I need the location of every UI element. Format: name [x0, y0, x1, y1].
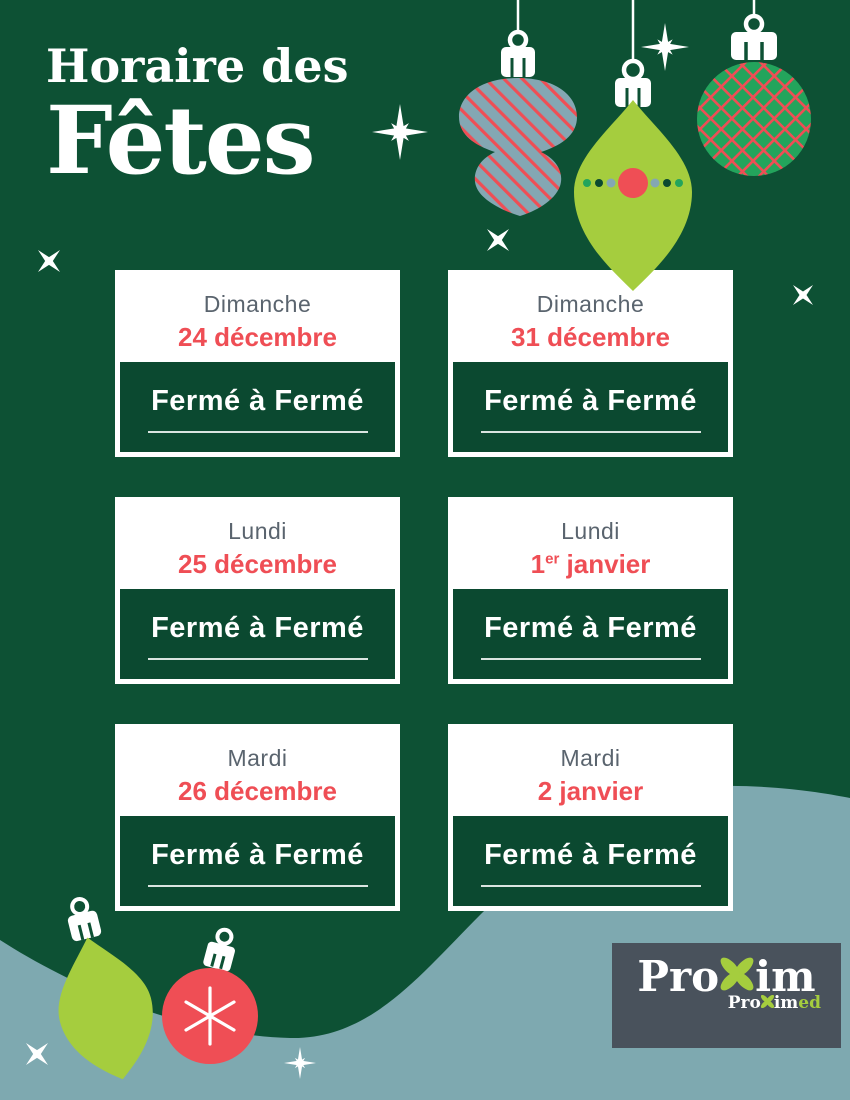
card-hours-box: Fermé à Fermé — [453, 362, 728, 452]
card-hours-text: Fermé à Fermé — [484, 612, 697, 644]
card-hours-box: Fermé à Fermé — [120, 362, 395, 452]
schedule-card-dec26: Mardi 26 décembre Fermé à Fermé — [115, 724, 400, 911]
ornament-body — [697, 62, 811, 176]
card-day: Lundi — [228, 518, 287, 544]
hours-underline — [480, 658, 701, 660]
card-day: Mardi — [560, 745, 621, 771]
proxim-logo-box: Pro im Pro im ed — [612, 943, 841, 1048]
schedule-card-dec31: Dimanche 31 décembre Fermé à Fermé — [448, 270, 733, 457]
schedule-card-dec25: Lundi 25 décembre Fermé à Fermé — [115, 497, 400, 684]
logo-text-im: im — [755, 952, 816, 1001]
title-line-1: Horaire des — [46, 39, 349, 93]
card-hours-box: Fermé à Fermé — [120, 816, 395, 906]
schedule-card-jan1: Lundi 1er janvier Fermé à Fermé — [448, 497, 733, 684]
ornament-ring — [621, 58, 645, 82]
x-sparkle-icon — [793, 285, 813, 305]
card-day: Mardi — [227, 745, 288, 771]
ornament-ring — [743, 13, 765, 35]
x-sparkle-icon — [487, 229, 509, 251]
card-hours-text: Fermé à Fermé — [151, 385, 364, 417]
sparkle-star-icon — [372, 104, 428, 160]
card-date: 2 janvier — [537, 776, 644, 806]
hours-underline — [147, 658, 368, 660]
ornament-cap — [731, 32, 777, 60]
hours-underline — [147, 431, 368, 433]
logo-sub-pro: Pro — [727, 993, 761, 1013]
schedule-card-jan2: Mardi 2 janvier Fermé à Fermé — [448, 724, 733, 911]
proximed-petal-x-icon — [760, 995, 774, 1008]
logo-sub-ed: ed — [798, 993, 821, 1013]
card-hours-text: Fermé à Fermé — [151, 839, 364, 871]
card-day: Dimanche — [536, 291, 645, 317]
proxim-petal-x-icon — [720, 957, 754, 991]
x-sparkle-icon — [38, 250, 60, 272]
hours-underline — [480, 431, 701, 433]
card-hours-text: Fermé à Fermé — [484, 385, 697, 417]
card-day: Dimanche — [203, 291, 312, 317]
card-hours-box: Fermé à Fermé — [453, 816, 728, 906]
ornament-cap — [501, 47, 535, 77]
ornament-cap — [615, 78, 651, 107]
card-hours-box: Fermé à Fermé — [453, 589, 728, 679]
card-hours-box: Fermé à Fermé — [120, 589, 395, 679]
card-date: 26 décembre — [178, 776, 337, 806]
logo-text-pro: Pro — [637, 952, 720, 1001]
title-line-2: Fêtes — [46, 85, 316, 196]
logo-sub-im: im — [773, 993, 799, 1013]
ornament-body — [459, 78, 577, 216]
ornament-center-dot — [618, 168, 648, 198]
card-date: 31 décembre — [511, 322, 670, 352]
plaid-ball-ornament-icon — [697, 0, 811, 176]
hours-underline — [480, 885, 701, 887]
ornament-body — [574, 100, 692, 291]
page-title: Horaire des Fêtes — [46, 39, 349, 196]
proxim-logo: Pro im — [612, 956, 841, 998]
schedule-card-dec24: Dimanche 24 décembre Fermé à Fermé — [115, 270, 400, 457]
card-date: 24 décembre — [178, 322, 337, 352]
lime-teardrop-ornament-icon — [574, 0, 692, 291]
card-day: Lundi — [561, 518, 620, 544]
card-hours-text: Fermé à Fermé — [151, 612, 364, 644]
card-hours-text: Fermé à Fermé — [484, 839, 697, 871]
proximed-logo: Pro im ed — [612, 995, 841, 1012]
striped-bauble-ornament-icon — [459, 0, 577, 216]
ornament-ring — [507, 29, 529, 51]
card-date: 25 décembre — [178, 549, 337, 579]
card-date: 1er janvier — [530, 549, 651, 579]
sparkle-star-icon — [641, 23, 689, 71]
hours-underline — [147, 885, 368, 887]
